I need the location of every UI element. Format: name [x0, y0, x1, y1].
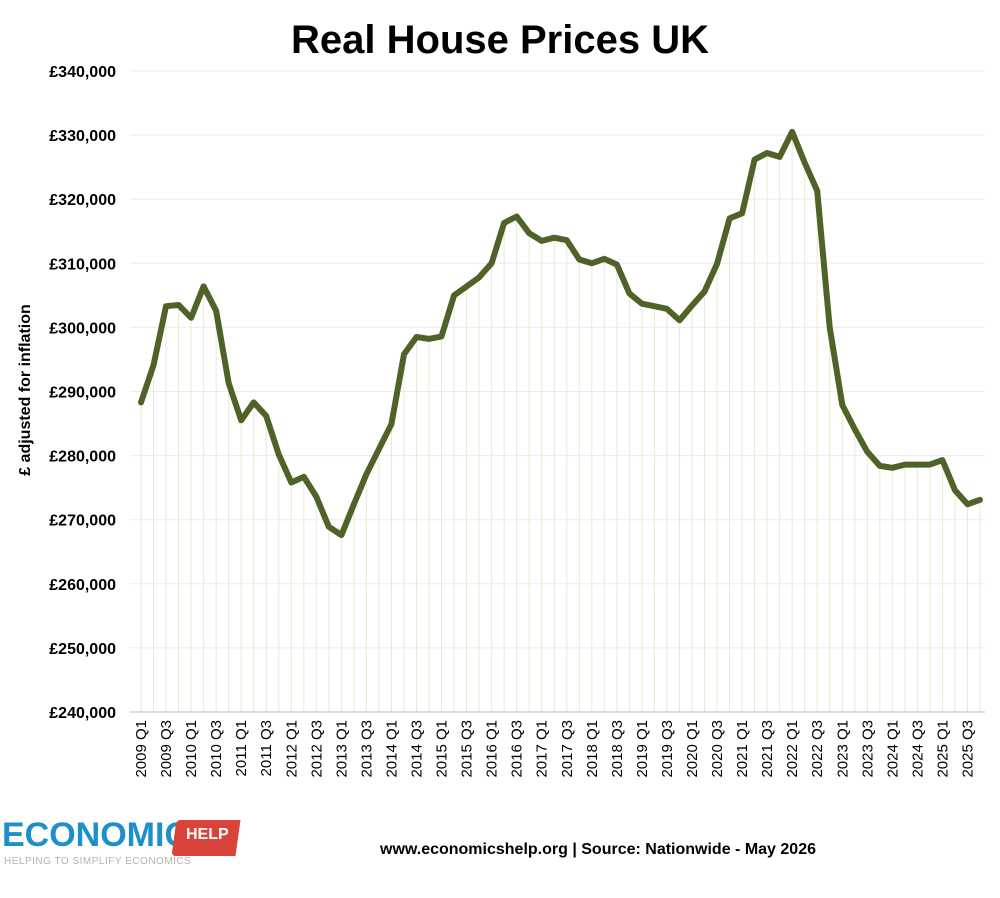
x-tick-label: 2012 Q1: [283, 720, 300, 778]
x-tick-label: 2024 Q1: [884, 720, 901, 778]
gridlines: [130, 70, 985, 649]
x-tick-label: 2013 Q3: [358, 720, 375, 778]
x-tick-label: 2025 Q3: [959, 720, 976, 778]
y-tick-label: £310,000: [49, 256, 116, 273]
x-tick-label: 2025 Q1: [934, 720, 951, 778]
series-line: [138, 128, 983, 539]
x-tick-label: 2011 Q1: [233, 720, 250, 776]
y-tick-label: £300,000: [49, 320, 116, 337]
source-footer: www.economicshelp.org | Source: Nationwi…: [380, 841, 816, 858]
x-tick-label: 2010 Q3: [208, 720, 225, 778]
x-tick-label: 2013 Q1: [333, 720, 350, 778]
x-axis-ticks: 2009 Q1 2009 Q3 2010 Q1 2010 Q3 2011 Q1 2011 …: [133, 720, 976, 778]
x-tick-label: 2019 Q3: [659, 720, 676, 778]
drop-lines: [140, 131, 981, 712]
y-tick-label: £330,000: [49, 128, 116, 145]
y-tick-label: £240,000: [49, 705, 116, 722]
x-tick-label: 2020 Q1: [684, 720, 701, 778]
x-tick-label: 2018 Q3: [609, 720, 626, 778]
logo-tag-text: HELP: [186, 826, 229, 843]
x-tick-label: 2017 Q3: [559, 720, 576, 778]
x-tick-label: 2019 Q1: [634, 720, 651, 778]
x-tick-label: 2012 Q3: [308, 720, 325, 778]
x-tick-label: 2016 Q3: [509, 720, 526, 778]
x-tick-label: 2011 Q3: [258, 720, 275, 776]
x-tick-label: 2022 Q1: [784, 720, 801, 778]
x-tick-label: 2009 Q3: [158, 720, 175, 778]
x-tick-label: 2017 Q1: [534, 720, 551, 778]
y-tick-label: £290,000: [49, 385, 116, 402]
x-tick-label: 2020 Q3: [709, 720, 726, 778]
y-axis-ticks: £240,000 £250,000 £260,000 £270,000 £280,000…: [49, 64, 116, 722]
x-tick-label: 2023 Q1: [834, 720, 851, 778]
x-tick-label: 2021 Q1: [734, 720, 751, 778]
logo-tagline: HELPING TO SIMPLIFY ECONOMICS: [4, 856, 192, 867]
x-tick-label: 2021 Q3: [759, 720, 776, 778]
y-tick-label: £280,000: [49, 449, 116, 466]
x-tick-label: 2010 Q1: [183, 720, 200, 778]
x-tick-label: 2023 Q3: [859, 720, 876, 778]
y-tick-label: £250,000: [49, 641, 116, 658]
y-tick-label: £320,000: [49, 192, 116, 209]
x-tick-label: 2018 Q1: [584, 720, 601, 778]
x-tick-label: 2015 Q1: [434, 720, 451, 778]
economics-help-logo: ECONOMICS HELP HELPING TO SIMPLIFY ECONO…: [0, 812, 250, 872]
series-layer: [138, 128, 983, 539]
chart-title: Real House Prices UK: [291, 18, 709, 62]
x-tick-label: 2024 Q3: [909, 720, 926, 778]
y-tick-label: £260,000: [49, 577, 116, 594]
x-tick-label: 2022 Q3: [809, 720, 826, 778]
x-tick-label: 2009 Q1: [133, 720, 150, 778]
x-tick-label: 2014 Q3: [408, 720, 425, 778]
y-tick-label: £340,000: [49, 64, 116, 81]
y-axis-label: £ adjusted for inflation: [17, 304, 34, 476]
x-tick-label: 2016 Q1: [484, 720, 501, 778]
x-tick-label: 2014 Q1: [383, 720, 400, 778]
y-tick-label: £270,000: [49, 513, 116, 530]
x-tick-label: 2015 Q3: [459, 720, 476, 778]
